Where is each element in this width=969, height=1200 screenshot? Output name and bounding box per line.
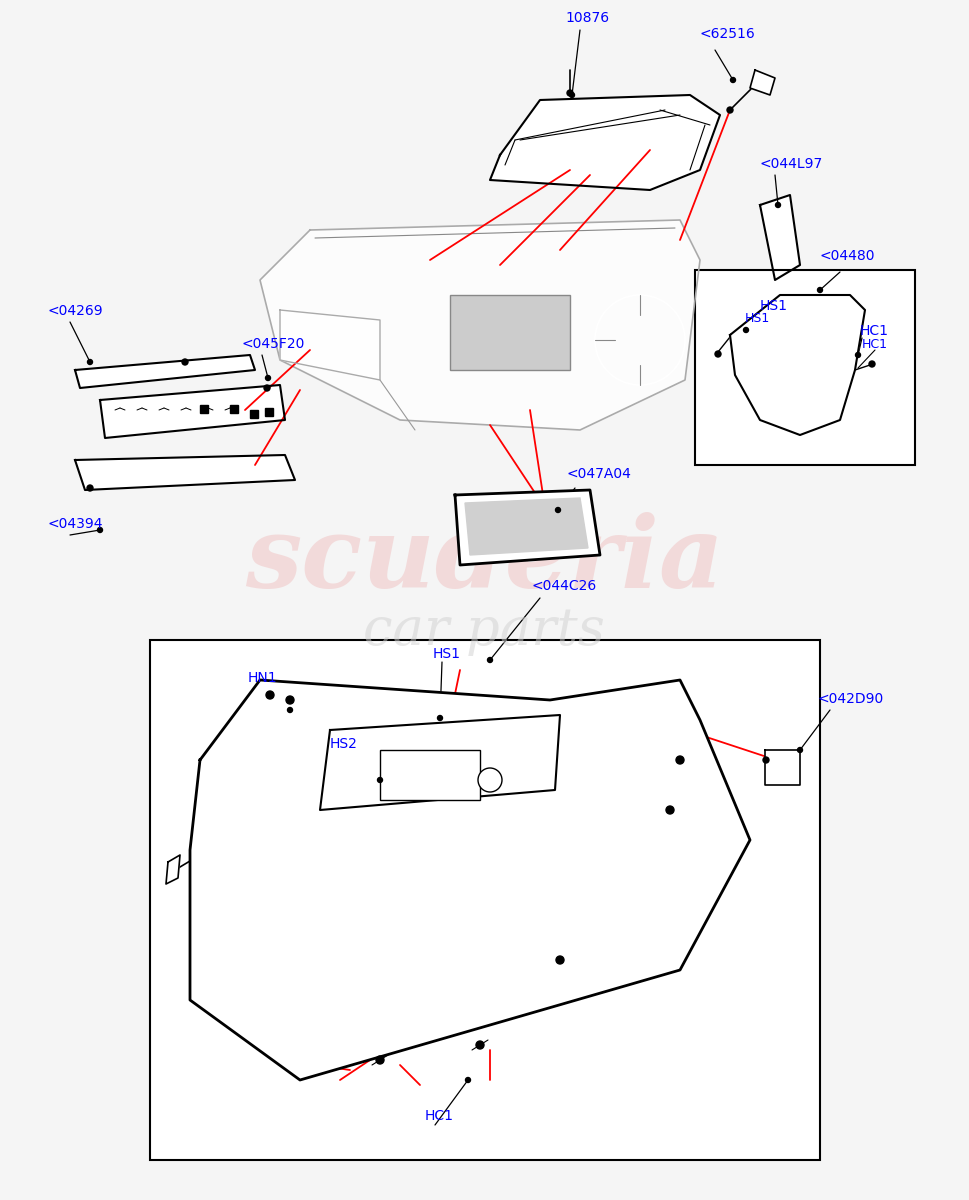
Circle shape [476, 1040, 484, 1049]
Circle shape [182, 359, 188, 365]
Circle shape [763, 757, 769, 763]
Polygon shape [455, 490, 600, 565]
Text: HS1: HS1 [760, 299, 788, 313]
Circle shape [487, 658, 492, 662]
Circle shape [727, 107, 733, 113]
Circle shape [869, 361, 875, 367]
Text: 10876: 10876 [565, 11, 610, 25]
Polygon shape [75, 355, 255, 388]
Text: HC1: HC1 [860, 324, 889, 338]
Polygon shape [190, 680, 750, 1080]
Circle shape [378, 778, 383, 782]
Bar [200, 404, 208, 413]
Text: <044L97: <044L97 [760, 157, 824, 170]
Circle shape [376, 1056, 384, 1064]
Text: <04394: <04394 [48, 517, 104, 530]
Polygon shape [765, 750, 800, 785]
Polygon shape [465, 498, 588, 554]
Text: car parts: car parts [363, 605, 605, 655]
Circle shape [666, 806, 674, 814]
Circle shape [288, 708, 293, 713]
Bar [695, 270, 915, 464]
Circle shape [797, 748, 802, 752]
Text: HC1: HC1 [425, 1109, 454, 1123]
Circle shape [731, 78, 735, 83]
Circle shape [87, 485, 93, 491]
Circle shape [465, 1078, 471, 1082]
Polygon shape [166, 854, 180, 884]
Circle shape [775, 203, 780, 208]
Circle shape [676, 756, 684, 764]
Circle shape [437, 715, 443, 720]
Text: HS2: HS2 [330, 737, 358, 751]
Circle shape [567, 90, 573, 96]
Text: <04269: <04269 [48, 304, 104, 318]
Text: <62516: <62516 [700, 26, 756, 41]
Polygon shape [75, 455, 295, 490]
Circle shape [264, 385, 270, 391]
Bar [230, 404, 238, 413]
Circle shape [98, 528, 103, 533]
Circle shape [555, 508, 560, 512]
Circle shape [570, 92, 575, 97]
Bar [380, 750, 480, 800]
Circle shape [266, 376, 270, 380]
Polygon shape [280, 310, 380, 380]
Circle shape [743, 328, 748, 332]
Polygon shape [260, 220, 700, 430]
Text: HS1: HS1 [744, 312, 769, 324]
Polygon shape [100, 385, 285, 438]
Text: HS1: HS1 [433, 647, 461, 661]
Polygon shape [750, 70, 775, 95]
Circle shape [715, 350, 721, 358]
Text: <042D90: <042D90 [818, 692, 885, 706]
Circle shape [87, 360, 92, 365]
Bar [150, 640, 820, 1160]
Circle shape [856, 353, 860, 358]
Polygon shape [730, 295, 865, 434]
Polygon shape [490, 95, 720, 190]
Text: scuderia: scuderia [244, 511, 724, 608]
Text: <045F20: <045F20 [242, 337, 305, 350]
Circle shape [266, 691, 274, 698]
Text: <044C26: <044C26 [532, 578, 597, 593]
Circle shape [556, 956, 564, 964]
Polygon shape [760, 194, 800, 280]
Bar [450, 295, 570, 370]
Bar [250, 410, 258, 418]
Text: HN1: HN1 [248, 671, 278, 685]
Bar [265, 408, 273, 416]
Circle shape [478, 768, 502, 792]
Circle shape [818, 288, 823, 293]
Text: <04480: <04480 [820, 248, 876, 263]
Text: HC1: HC1 [862, 338, 888, 352]
Text: <047A04: <047A04 [567, 467, 632, 481]
Polygon shape [320, 715, 560, 810]
Circle shape [286, 696, 294, 704]
